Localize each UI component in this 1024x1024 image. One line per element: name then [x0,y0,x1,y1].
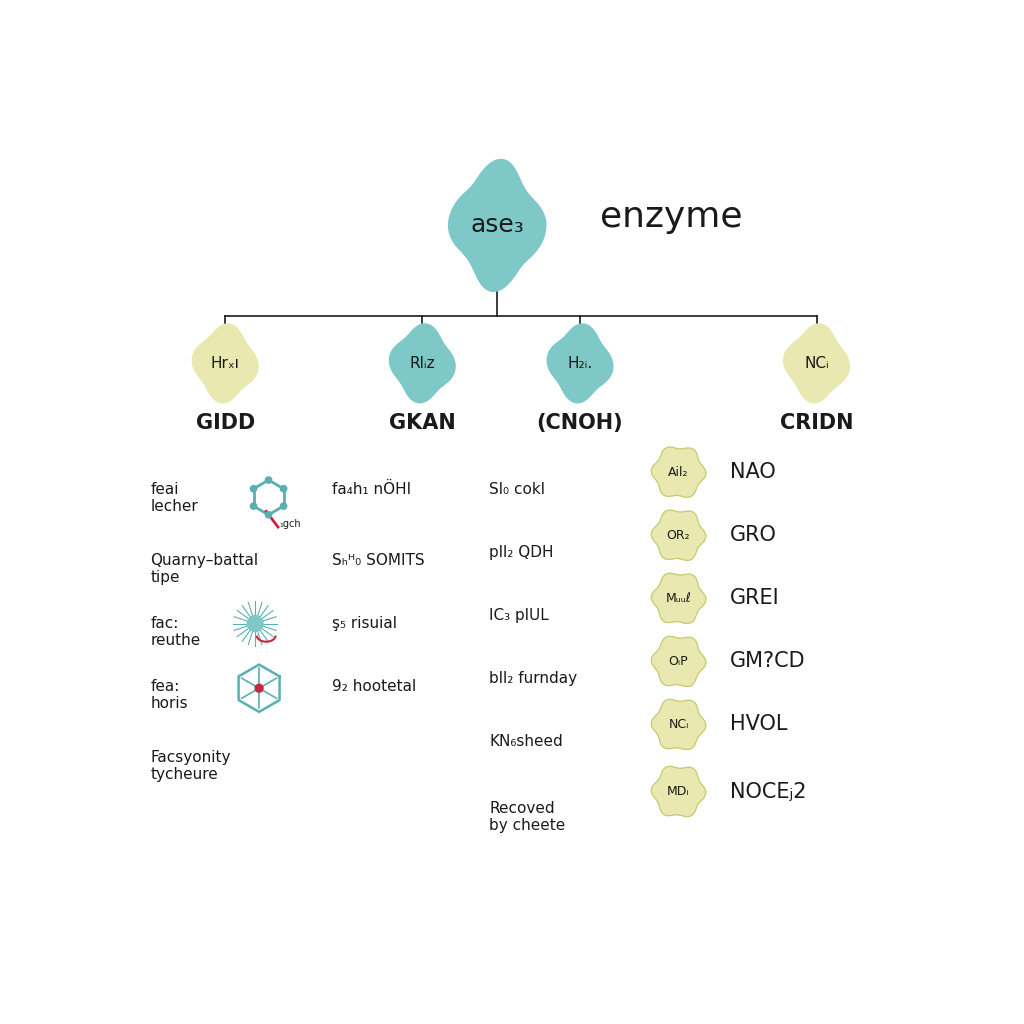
Text: H₂ᵢ.: H₂ᵢ. [567,356,593,371]
Circle shape [265,512,271,518]
Polygon shape [651,510,706,560]
Polygon shape [651,766,706,816]
Text: Sl₀ cokl: Sl₀ cokl [489,481,546,497]
Polygon shape [651,573,706,624]
Text: GKAN: GKAN [389,414,456,433]
Text: Hrₓı: Hrₓı [211,356,240,371]
Text: OR₂: OR₂ [667,528,690,542]
Text: NCᵢ: NCᵢ [804,356,828,371]
Circle shape [247,615,263,632]
Text: fa₄h₁ nÖHI: fa₄h₁ nÖHI [332,481,411,497]
Text: IC₃ plUL: IC₃ plUL [489,608,549,623]
Polygon shape [651,447,706,498]
Text: (CNOH): (CNOH) [537,414,624,433]
Text: ase₃: ase₃ [470,213,524,238]
Text: Ail₂: Ail₂ [669,466,689,478]
Polygon shape [449,160,546,291]
Text: KN₆sheed: KN₆sheed [489,734,563,749]
Polygon shape [193,324,258,402]
Text: ş₅ risuial: ş₅ risuial [332,615,396,631]
Text: 9₂ hootetal: 9₂ hootetal [332,679,416,693]
Polygon shape [547,324,612,402]
Text: CRIDN: CRIDN [780,414,853,433]
Text: NAO: NAO [730,462,775,482]
Polygon shape [783,324,849,402]
Circle shape [255,684,263,692]
Polygon shape [389,324,455,402]
Text: pll₂ QDH: pll₂ QDH [489,545,554,560]
Polygon shape [651,699,706,750]
Text: Mᵤᵤℓ: Mᵤᵤℓ [666,592,691,605]
Text: MDᵢ: MDᵢ [668,785,690,798]
Text: NCᵢ: NCᵢ [669,718,689,731]
Text: Sₕᴴ₀ SOMITS: Sₕᴴ₀ SOMITS [332,553,424,567]
Circle shape [281,503,287,509]
Text: Quarny–battal
tipe: Quarny–battal tipe [151,553,258,585]
Circle shape [250,503,257,509]
Text: Recoved
by cheete: Recoved by cheete [489,801,565,834]
Text: NOCEⱼ2: NOCEⱼ2 [730,781,806,802]
Text: ₁gᴄh: ₁gᴄh [280,519,301,529]
Text: GIDD: GIDD [196,414,255,433]
Text: OᵢP: OᵢP [669,655,688,668]
Circle shape [265,477,271,483]
Text: GRO: GRO [730,525,776,545]
Text: Facsyonity
tycheure: Facsyonity tycheure [151,750,230,782]
Text: fac:
reuthe: fac: reuthe [151,615,201,648]
Circle shape [250,485,257,492]
Text: HVOL: HVOL [730,715,787,734]
Text: feai
lecher: feai lecher [151,481,198,514]
Text: GREI: GREI [730,589,779,608]
Text: GM?CD: GM?CD [730,651,806,672]
Text: enzyme: enzyme [600,201,742,234]
Circle shape [281,485,287,492]
Polygon shape [651,636,706,686]
Text: bll₂ furnday: bll₂ furnday [489,671,578,686]
Text: Rlᵢz: Rlᵢz [410,356,435,371]
Text: fea:
horis: fea: horis [151,679,187,711]
